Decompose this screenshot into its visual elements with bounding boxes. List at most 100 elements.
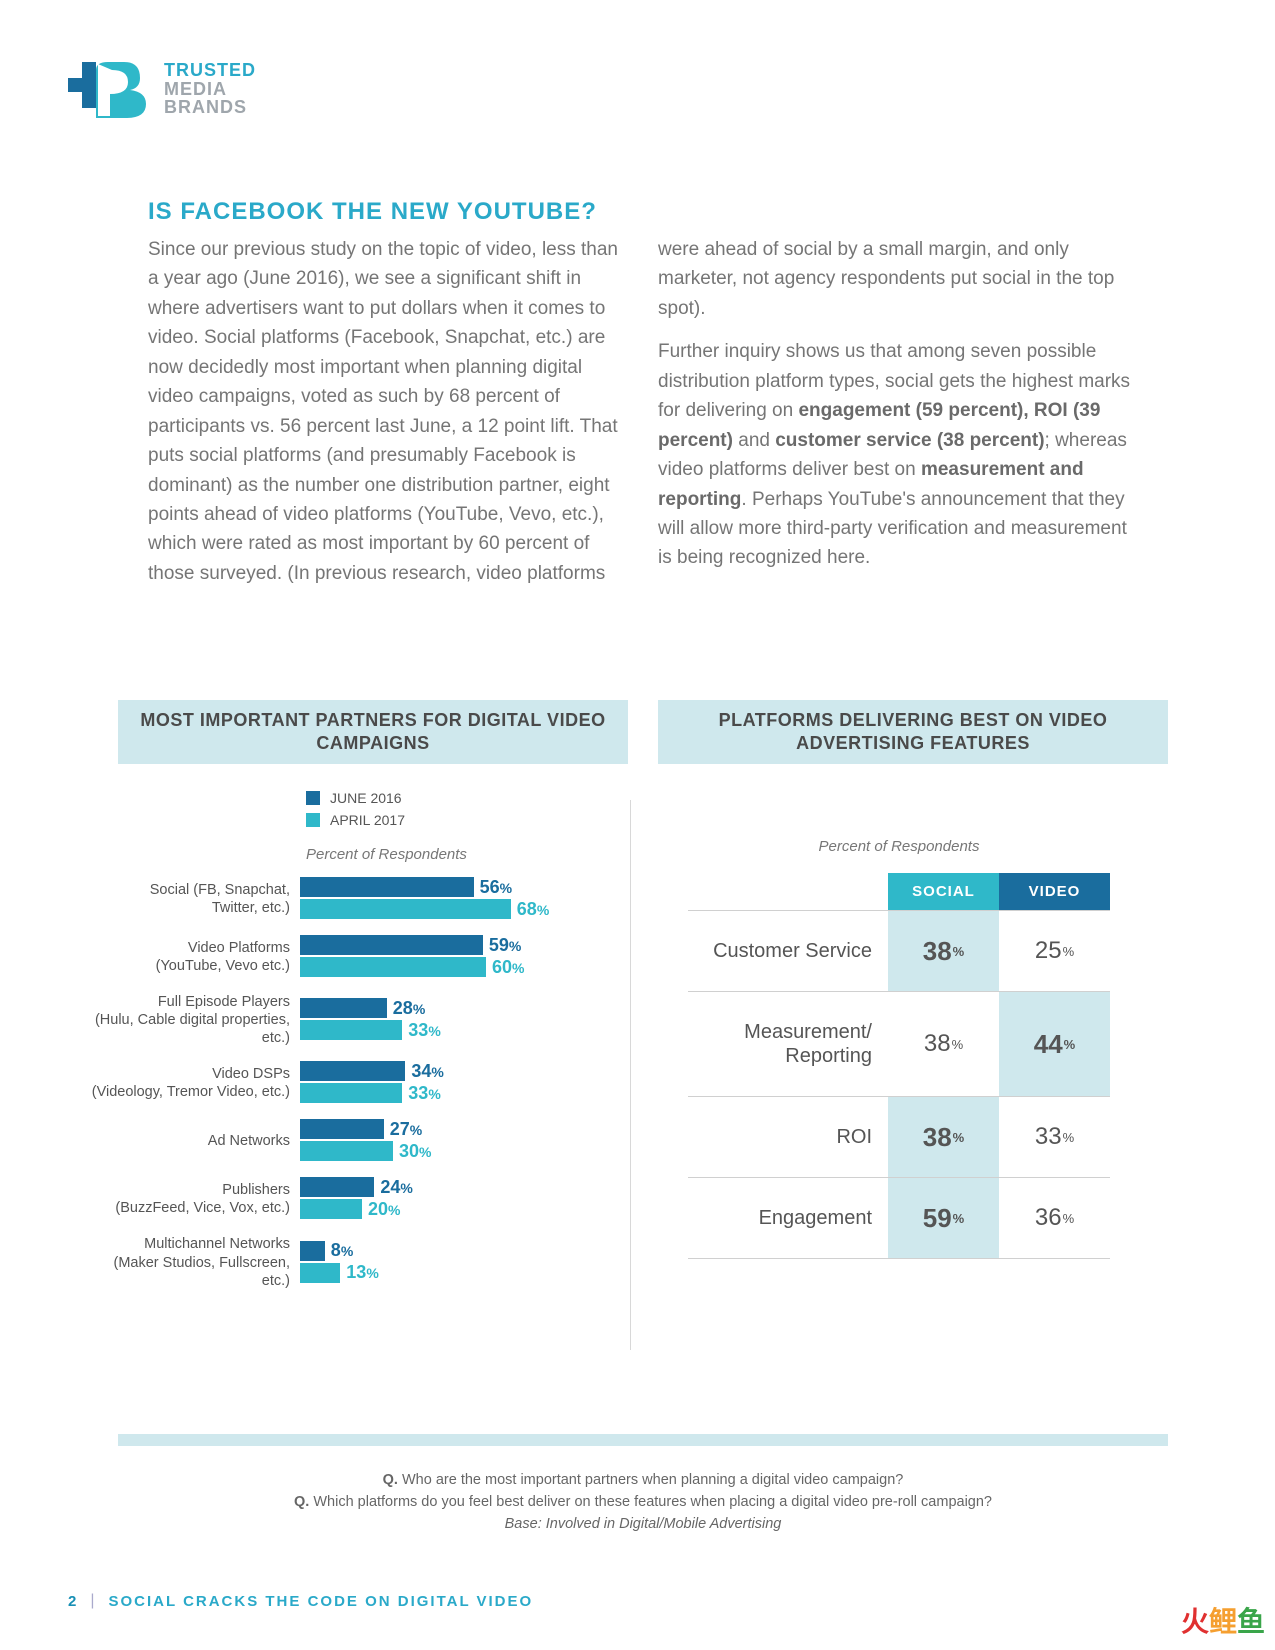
legend-swatch — [306, 791, 320, 805]
bar-label: Multichannel Networks(Maker Studios, Ful… — [90, 1235, 300, 1289]
bar-june — [300, 1241, 325, 1261]
bar-june — [300, 1119, 384, 1139]
paragraph-left: Since our previous study on the topic of… — [148, 235, 628, 588]
bars: 59% 60% — [300, 935, 610, 979]
watermark: 火鲤鱼 — [1181, 1600, 1265, 1640]
bars: 24% 20% — [300, 1177, 610, 1221]
bar-val-june: 28% — [393, 998, 425, 1019]
q2-text: Which platforms do you feel best deliver… — [309, 1494, 992, 1510]
th-video: VIDEO — [999, 873, 1110, 910]
bar-val-april: 33% — [408, 1083, 440, 1104]
bar-april — [300, 1141, 393, 1161]
page-footer-title: SOCIAL CRACKS THE CODE ON DIGITAL VIDEO — [109, 1593, 534, 1610]
bar-label: Ad Networks — [90, 1132, 300, 1150]
chart-divider — [630, 800, 631, 1350]
bar-val-april: 20% — [368, 1199, 400, 1220]
page-sep: | — [90, 1592, 94, 1610]
bar-april — [300, 957, 486, 977]
bar-group: Social (FB, Snapchat,Twitter, etc.) 56% … — [90, 877, 630, 921]
chart2-title: PLATFORMS DELIVERING BEST ON VIDEO ADVER… — [658, 700, 1168, 764]
logo-line3: BRANDS — [164, 98, 256, 117]
chart1-title: MOST IMPORTANT PARTNERS FOR DIGITAL VIDE… — [118, 700, 628, 764]
logo-line1: TRUSTED — [164, 61, 256, 80]
page-number: 2 — [68, 1593, 76, 1610]
cell-video: 44% — [999, 992, 1110, 1096]
bars: 34% 33% — [300, 1061, 610, 1105]
legend-item: JUNE 2016 — [306, 790, 630, 806]
cell-social: 38% — [888, 1097, 999, 1177]
questions: Q. Who are the most important partners w… — [118, 1470, 1168, 1535]
para-r1: were ahead of social by a small margin, … — [658, 239, 1114, 319]
page-footer: 2 | SOCIAL CRACKS THE CODE ON DIGITAL VI… — [68, 1592, 533, 1610]
bar-val-june: 34% — [411, 1061, 443, 1082]
legend-label: APRIL 2017 — [330, 812, 405, 828]
bar-label: Video Platforms(YouTube, Vevo etc.) — [90, 939, 300, 975]
paragraph-right: were ahead of social by a small margin, … — [658, 235, 1138, 573]
legend-swatch — [306, 813, 320, 827]
bar-label: Video DSPs(Videology, Tremor Video, etc.… — [90, 1065, 300, 1101]
bar-april — [300, 1083, 402, 1103]
logo-mark — [68, 60, 156, 118]
chart1-axis-label: Percent of Respondents — [306, 846, 630, 863]
bars: 27% 30% — [300, 1119, 610, 1163]
bar-group: Full Episode Players(Hulu, Cable digital… — [90, 993, 630, 1047]
row-label: ROI — [688, 1097, 888, 1177]
th-social: SOCIAL — [888, 873, 999, 910]
chart-headers: MOST IMPORTANT PARTNERS FOR DIGITAL VIDE… — [118, 700, 1168, 764]
bar-val-april: 33% — [408, 1020, 440, 1041]
bar-label: Social (FB, Snapchat,Twitter, etc.) — [90, 881, 300, 917]
bar-june — [300, 998, 387, 1018]
bar-april — [300, 1199, 362, 1219]
para-r2d: customer service (38 percent) — [775, 430, 1044, 451]
table-row: Measurement/Reporting 38% 44% — [688, 991, 1110, 1096]
cell-video: 33% — [999, 1097, 1110, 1177]
cell-social: 38% — [888, 992, 999, 1096]
feature-table: Percent of Respondents SOCIAL VIDEO Cust… — [688, 838, 1110, 1259]
bar-april — [300, 899, 511, 919]
table-head: SOCIAL VIDEO — [688, 873, 1110, 910]
table-row: ROI 38% 33% — [688, 1096, 1110, 1177]
cell-video: 36% — [999, 1178, 1110, 1258]
logo: TRUSTED MEDIA BRANDS — [68, 60, 256, 118]
chart2-axis-label: Percent of Respondents — [688, 838, 1110, 855]
footer-bar — [118, 1434, 1168, 1446]
bar-val-june: 8% — [331, 1240, 353, 1261]
bars: 28% 33% — [300, 998, 610, 1042]
bar-val-june: 27% — [390, 1119, 422, 1140]
bars: 56% 68% — [300, 877, 610, 921]
bar-group: Multichannel Networks(Maker Studios, Ful… — [90, 1235, 630, 1289]
bar-val-april: 30% — [399, 1141, 431, 1162]
bar-group: Publishers(BuzzFeed, Vice, Vox, etc.) 24… — [90, 1177, 630, 1221]
bar-chart: JUNE 2016 APRIL 2017 Percent of Responden… — [90, 790, 630, 1304]
row-label: Measurement/Reporting — [688, 992, 888, 1096]
bar-june — [300, 1177, 374, 1197]
legend-label: JUNE 2016 — [330, 790, 402, 806]
bars: 8% 13% — [300, 1241, 610, 1285]
row-label: Engagement — [688, 1178, 888, 1258]
bar-group: Ad Networks 27% 30% — [90, 1119, 630, 1163]
section-title: IS FACEBOOK THE NEW YOUTUBE? — [148, 198, 597, 226]
q-base: Base: Involved in Digital/Mobile Adverti… — [118, 1514, 1168, 1536]
logo-text: TRUSTED MEDIA BRANDS — [164, 61, 256, 118]
bar-april — [300, 1020, 402, 1040]
body-text: Since our previous study on the topic of… — [148, 235, 1138, 588]
q2-prefix: Q. — [294, 1494, 309, 1510]
table-row: Engagement 59% 36% — [688, 1177, 1110, 1259]
bar-label: Full Episode Players(Hulu, Cable digital… — [90, 993, 300, 1047]
bar-val-june: 56% — [480, 877, 512, 898]
table-row: Customer Service 38% 25% — [688, 910, 1110, 991]
cell-video: 25% — [999, 911, 1110, 991]
logo-line2: MEDIA — [164, 80, 256, 99]
bar-group: Video Platforms(YouTube, Vevo etc.) 59% … — [90, 935, 630, 979]
bar-val-june: 24% — [380, 1177, 412, 1198]
cell-social: 59% — [888, 1178, 999, 1258]
bar-june — [300, 935, 483, 955]
bar-val-april: 13% — [346, 1262, 378, 1283]
bar-val-april: 60% — [492, 957, 524, 978]
legend-item: APRIL 2017 — [306, 812, 630, 828]
row-label: Customer Service — [688, 911, 888, 991]
para-r2c: and — [733, 430, 775, 451]
bar-june — [300, 1061, 405, 1081]
bar-june — [300, 877, 474, 897]
cell-social: 38% — [888, 911, 999, 991]
